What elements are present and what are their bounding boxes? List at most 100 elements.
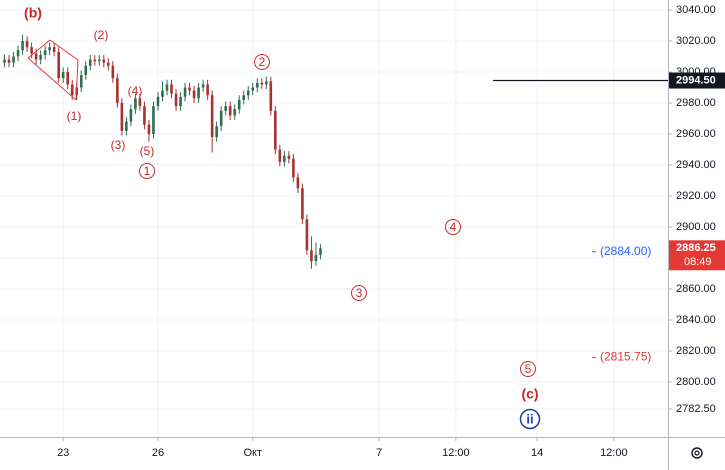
- candle-body: [57, 51, 60, 79]
- candle-body: [274, 110, 277, 150]
- y-tick-label: 2820.00: [676, 345, 716, 357]
- candle-body: [48, 47, 51, 51]
- y-tick-label: 3020.00: [676, 35, 716, 47]
- candle-body: [197, 87, 200, 99]
- candle-body: [30, 47, 33, 54]
- candle-body: [7, 59, 11, 63]
- candle-body: [170, 84, 173, 94]
- gear[interactable]: [691, 447, 703, 459]
- wave-circle: [139, 163, 155, 179]
- candle-body: [310, 250, 313, 262]
- wave-label: (4): [128, 84, 143, 98]
- candle-body: [52, 47, 56, 52]
- candle-body: [143, 106, 146, 125]
- candle-body: [84, 65, 88, 76]
- candle-body: [233, 109, 237, 116]
- candle-body: [111, 65, 115, 79]
- candle-body: [192, 90, 196, 99]
- candle-body: [210, 95, 214, 138]
- candle-body: [125, 121, 128, 131]
- candle-body: [296, 177, 300, 189]
- candle-body: [3, 59, 6, 63]
- candle-body: [147, 124, 151, 134]
- level-label: (2884.00): [600, 244, 651, 258]
- candle-body: [120, 102, 124, 131]
- candle-body: [301, 188, 304, 220]
- candle-body: [97, 59, 101, 62]
- candle-body: [156, 96, 160, 107]
- wave-label: 3: [356, 286, 363, 300]
- y-tick-label: 3040.00: [676, 4, 716, 16]
- x-tick-label: 26: [152, 447, 164, 459]
- candle-body: [278, 149, 282, 162]
- x-tick-label: 23: [57, 447, 69, 459]
- candle-body: [138, 98, 142, 107]
- candle-body: [206, 84, 209, 96]
- channel-line: [49, 39, 79, 61]
- candle-body: [102, 59, 106, 63]
- wave-label: 1: [144, 164, 151, 178]
- candle-body: [116, 78, 119, 103]
- wave-label: 2: [259, 55, 266, 69]
- candle-body: [70, 84, 74, 96]
- candle-body: [16, 50, 20, 57]
- x-tick-label: 12:00: [442, 447, 470, 459]
- last-price-label: 2886.25: [676, 242, 716, 254]
- y-tick-label: 2960.00: [676, 128, 716, 140]
- x-tick-label: Окт: [243, 447, 262, 459]
- y-tick-label: 2800.00: [676, 376, 716, 388]
- last-price-box: [669, 240, 725, 271]
- price-label: 2994.50: [676, 74, 716, 86]
- gear-hub[interactable]: [694, 450, 700, 456]
- candle-body: [107, 62, 110, 66]
- candle-body: [152, 106, 155, 134]
- candle-body: [219, 110, 223, 127]
- candle-body: [161, 90, 164, 97]
- candle-body: [25, 40, 29, 48]
- candle-body: [269, 81, 273, 111]
- wave-circle: [254, 54, 270, 70]
- candle-body: [237, 99, 241, 110]
- wave-label: (1): [67, 109, 82, 123]
- candle-body: [287, 155, 291, 159]
- wave-circle: [445, 219, 461, 235]
- candle-body: [255, 82, 259, 88]
- wave-label: (2): [94, 28, 109, 42]
- candle-body: [314, 254, 318, 262]
- wave-label: (b): [24, 5, 42, 21]
- x-tick-label: 14: [531, 447, 543, 459]
- wave-circle: [520, 361, 536, 377]
- y-tick-label: 2782.50: [676, 403, 716, 415]
- countdown-label: 08:49: [684, 256, 712, 268]
- settings-icon[interactable]: [691, 447, 703, 459]
- candle-body: [242, 95, 246, 100]
- candle-body: [34, 53, 38, 60]
- wave-label: (3): [111, 138, 126, 152]
- candle-body: [21, 40, 24, 51]
- candle-body: [183, 87, 187, 97]
- y-tick-label: 2940.00: [676, 159, 716, 171]
- channel-line: [75, 59, 79, 101]
- y-tick-label: 2920.00: [676, 190, 716, 202]
- candle-body: [251, 87, 255, 91]
- candle-body: [319, 248, 322, 255]
- candle-body: [188, 87, 191, 91]
- wave-label: (c): [521, 386, 538, 402]
- candle-body: [88, 59, 92, 66]
- candle-body: [43, 50, 47, 55]
- candle-body: [292, 158, 295, 178]
- candle-body: [260, 82, 264, 85]
- channel-line: [27, 57, 77, 101]
- candle-body: [93, 59, 97, 62]
- candle-body: [129, 109, 133, 122]
- wave-label: ii: [526, 411, 533, 426]
- candle-body: [215, 126, 218, 138]
- candle-body: [179, 96, 182, 107]
- candle-body: [66, 71, 70, 85]
- wave-label: 5: [525, 362, 532, 376]
- candle-body: [174, 93, 178, 107]
- candle-body: [39, 54, 42, 60]
- candle-body: [283, 155, 286, 162]
- candle-body: [201, 84, 205, 88]
